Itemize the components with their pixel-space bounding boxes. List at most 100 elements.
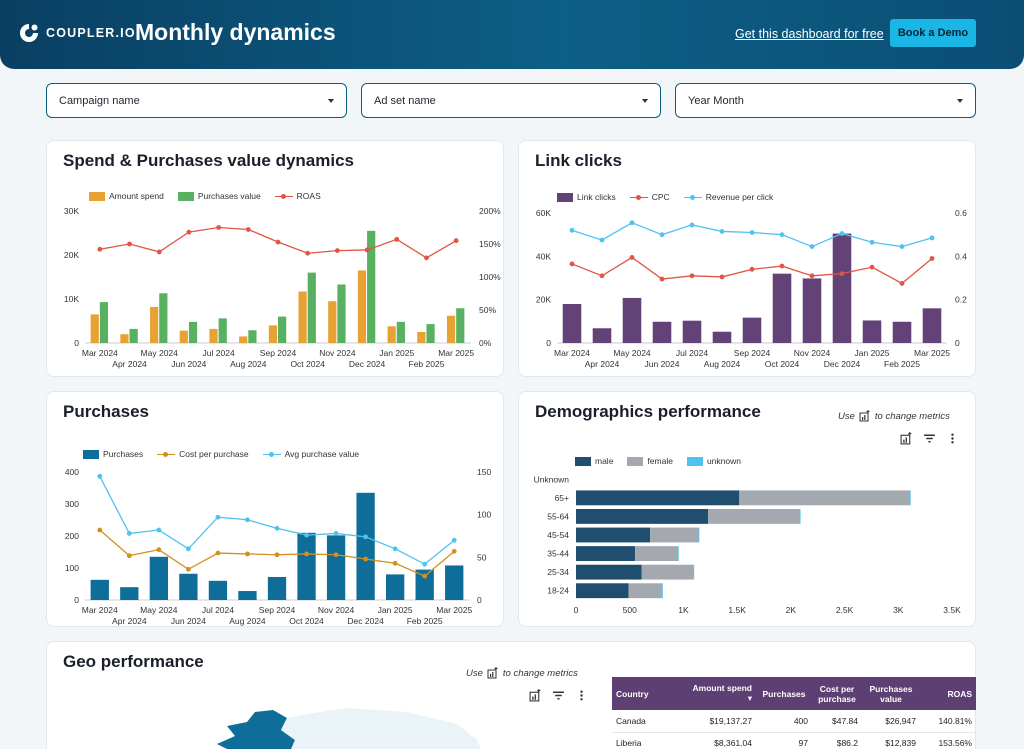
chart-legend: Purchases Cost per purchase Avg purchase… [83,449,359,459]
cell-purchases-value: $26,947 [862,710,920,733]
bar-link-clicks [862,320,882,343]
bar-link-clicks [592,328,612,343]
card-title: Spend & Purchases value dynamics [63,151,355,170]
column-header-amount-spend[interactable]: Amount spend ▾ [688,677,756,710]
book-demo-button[interactable]: Book a Demo [890,19,976,47]
y-tick-label: 65+ [555,493,569,503]
legend-item[interactable]: Cost per purchase [157,449,249,459]
x-tick-label: Jun 2024 [171,359,206,369]
more-options-icon[interactable] [946,432,959,445]
bar-purchases-value [99,302,109,343]
map-region-canada[interactable] [217,710,295,749]
point-avg-purchase-value [245,517,250,523]
bar-female [739,490,910,506]
legend-item[interactable]: Purchases [83,449,143,459]
filter-icon[interactable] [923,432,936,445]
chart-legend: male female unknown [575,456,741,466]
column-header-purchases[interactable]: Purchases [756,677,812,710]
point-revenue-per-click [629,220,635,226]
legend-item[interactable]: ROAS [274,191,321,201]
bar-unknown [799,509,801,524]
point-avg-purchase-value [392,546,398,552]
geo-table: Country Amount spend ▾ Purchases Cost pe… [612,677,976,749]
bar-purchases [238,591,257,600]
column-header-roas[interactable]: ROAS [920,677,976,710]
point-avg-purchase-value [126,531,132,536]
bar-amount-spend [120,334,129,343]
cell-amount-spend: $19,137.27 [688,710,756,733]
chart-toolbar [900,432,959,445]
bar-unknown [693,564,695,580]
point-revenue-per-click [659,232,665,238]
filter-label: Ad set name [374,94,436,107]
legend-item[interactable]: Purchases value [177,191,261,201]
x-tick-label: 2.5K [836,605,854,615]
y-right-tick-label: 150% [479,239,501,249]
x-tick-label: Dec 2024 [824,359,861,369]
x-tick-label: May 2024 [613,348,651,358]
bar-amount-spend [417,332,426,343]
get-dashboard-link[interactable]: Get this dashboard for free [735,27,884,41]
bar-purchases [149,556,169,600]
legend-item[interactable]: Revenue per click [683,192,773,202]
point-roas [216,225,222,230]
bar-purchases-value [278,316,287,343]
column-header-purchases-value[interactable]: Purchases value [862,677,920,710]
point-revenue-per-click [899,244,905,249]
point-cost-per-purchase [156,547,162,553]
y-right-tick-label: 0 [477,595,482,605]
filter-icon[interactable] [552,689,565,702]
legend-item[interactable]: CPC [629,192,670,202]
column-header-cost-per-purchase[interactable]: Cost per purchase [812,677,862,710]
legend-item[interactable]: unknown [686,456,741,466]
bar-unknown [678,546,679,561]
point-avg-purchase-value [215,514,221,520]
y-right-tick-label: 50 [477,552,487,562]
bar-purchases [120,587,139,600]
legend-item[interactable]: female [627,456,673,466]
campaign-name-filter[interactable]: Campaign name [46,83,347,118]
table-row[interactable]: Canada $19,137.27 400 $47.84 $26,947 140… [612,710,976,733]
column-header-country[interactable]: Country [612,677,688,710]
geo-map[interactable] [177,704,507,749]
change-metrics-hint: Use to change metrics [466,667,578,679]
legend-label: ROAS [296,191,321,201]
metric-chooser-icon [859,410,870,422]
card-title: Link clicks [535,151,622,170]
metric-chooser-icon[interactable] [900,432,913,445]
legend-item[interactable]: male [575,456,613,466]
x-tick-label: 0 [574,605,579,615]
bar-female [650,527,699,543]
bar-male [576,546,636,561]
ad-set-name-filter[interactable]: Ad set name [361,83,661,118]
x-tick-label: Nov 2024 [318,605,355,615]
table-row[interactable]: Liberia $8,361.04 97 $86.2 $12,839 153.5… [612,732,976,749]
year-month-filter[interactable]: Year Month [675,83,976,118]
bar-purchases [445,565,464,600]
x-tick-label: May 2024 [140,605,178,615]
more-options-icon[interactable] [575,689,588,702]
point-cost-per-purchase [304,551,309,557]
logo[interactable]: COUPLER.IO [18,22,136,44]
legend-label: Purchases [103,449,144,459]
x-tick-label: Nov 2024 [794,348,831,358]
bar-purchases [267,576,287,600]
point-revenue-per-click [929,235,935,241]
x-tick-label: Sep 2024 [260,348,297,358]
x-tick-label: Oct 2024 [290,359,325,369]
metric-chooser-icon[interactable] [529,689,542,702]
legend-item[interactable]: Amount spend [89,191,164,201]
y-right-tick-label: 0.4 [955,251,967,261]
map-region-other[interactable] [281,708,483,749]
legend-item[interactable]: Link clicks [557,192,616,202]
point-cpc [839,271,845,277]
coupler-logo-icon [20,24,38,42]
point-avg-purchase-value [156,527,162,533]
point-cost-per-purchase [333,552,339,558]
bar-link-clicks [682,320,702,343]
x-tick-label: Dec 2024 [347,616,384,626]
bar-purchases [179,573,198,600]
legend-item[interactable]: Avg purchase value [262,449,359,459]
bar-amount-spend [328,301,337,343]
